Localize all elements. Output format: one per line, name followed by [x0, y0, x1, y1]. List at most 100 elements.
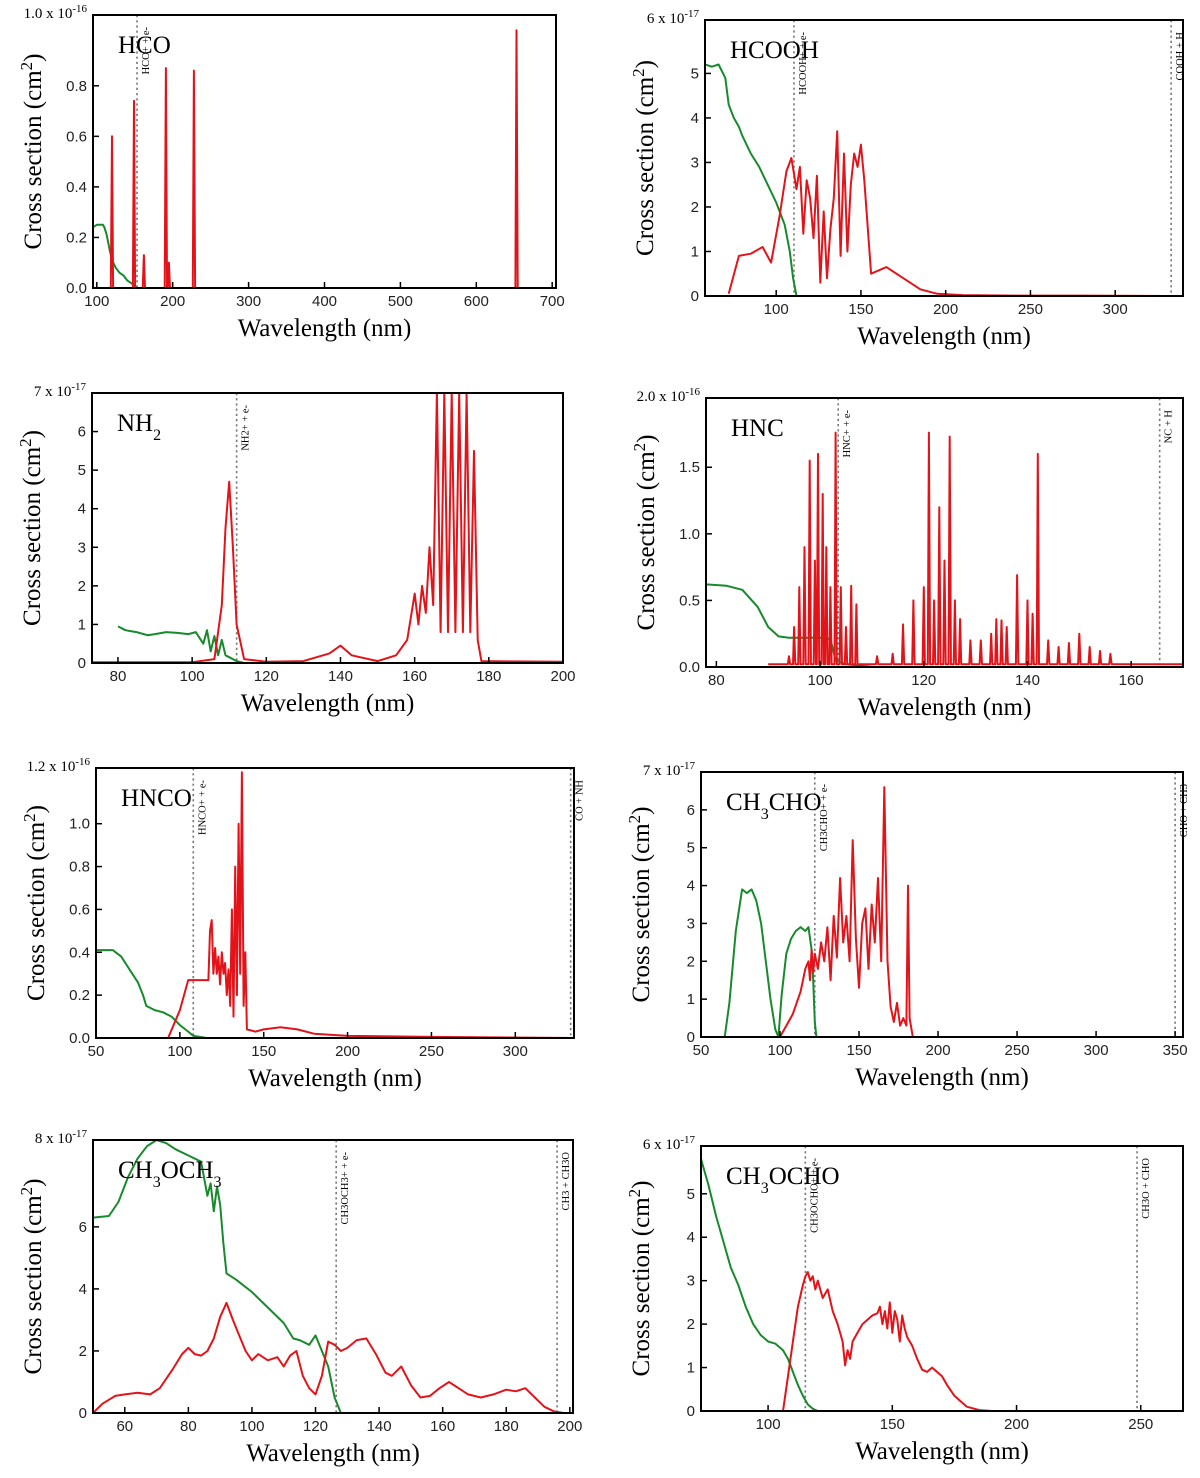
- y-tick-label: 2: [687, 953, 695, 970]
- x-tick-label: 160: [430, 1418, 455, 1435]
- x-tick-label: 100: [239, 1418, 264, 1435]
- chart-panel-7: CH3OCHO+ + e- CH3O + CHO 100 150 200 250 0 1 2 3 4…: [625, 1134, 1184, 1465]
- threshold-label: CH3CHO+ + e-: [819, 784, 830, 852]
- y-tick-label: 1: [687, 1360, 695, 1377]
- x-tick-label: 200: [1004, 1416, 1029, 1433]
- y-multiplier: 6 x 10-17: [643, 1134, 696, 1153]
- plot-frame: [700, 771, 1184, 1038]
- y-tick-label: 2: [78, 578, 86, 595]
- molecule-label: CH3OCH3: [118, 1157, 222, 1191]
- y-tick-label: 0.0: [69, 1030, 90, 1047]
- x-tick-label: 300: [1103, 301, 1128, 318]
- plot-frame: [91, 392, 564, 664]
- y-tick-label: 2: [79, 1343, 87, 1360]
- x-axis-label: Wavelength (nm): [241, 690, 415, 717]
- molecule-label: HNCO: [121, 785, 192, 812]
- y-multiplier: 1.2 x 10-16: [27, 756, 91, 775]
- threshold-label: HNC+ + e-: [842, 409, 853, 457]
- x-tick-label: 250: [1128, 1416, 1153, 1433]
- y-tick-label: 0.6: [66, 128, 87, 145]
- x-tick-label: 700: [540, 293, 565, 310]
- y-tick-label: 0: [691, 288, 699, 305]
- y-tick-label: 1.0: [69, 816, 90, 833]
- y-tick-label: 0.8: [66, 78, 87, 95]
- x-tick-label: 160: [1119, 672, 1144, 689]
- y-tick-label: 4: [79, 1281, 87, 1298]
- x-tick-label: 150: [251, 1043, 276, 1060]
- x-tick-label: 200: [933, 301, 958, 318]
- y-tick-label: 4: [687, 1229, 695, 1246]
- y-tick-label: 4: [687, 878, 695, 895]
- x-tick-label: 80: [110, 668, 127, 685]
- x-tick-label: 180: [476, 668, 501, 685]
- molecule-label: HNC: [731, 415, 784, 442]
- x-tick-label: 500: [388, 293, 413, 310]
- chart-panel-0: HCO+ + e- 100 200 300 400 500 600 700 0.0 0.2 0.4 0…: [17, 3, 565, 342]
- y-axis-label: Cross section (cm2): [16, 430, 47, 626]
- plot-frame: [705, 397, 1184, 668]
- molecule-label: CH3OCHO: [726, 1163, 840, 1197]
- series-line-0: [93, 1140, 342, 1413]
- x-tick-label: 120: [303, 1418, 328, 1435]
- x-tick-label: 250: [419, 1043, 444, 1060]
- x-tick-label: 140: [367, 1418, 392, 1435]
- threshold-label: NH2+ + e-: [241, 405, 252, 451]
- y-multiplier: 8 x 10-17: [35, 1128, 88, 1147]
- y-tick-label: 6: [78, 424, 86, 441]
- y-multiplier: 1.0 x 10-16: [24, 3, 88, 22]
- y-multiplier: 6 x 10-17: [647, 8, 700, 27]
- x-tick-label: 250: [1005, 1042, 1030, 1059]
- x-tick-label: 100: [764, 301, 789, 318]
- y-tick-label: 1: [691, 243, 699, 260]
- plot-frame: [700, 1145, 1184, 1412]
- threshold-label: HCO+ + e-: [141, 26, 152, 74]
- y-tick-label: 0: [78, 655, 86, 672]
- molecule-label: CH3CHO: [726, 789, 822, 823]
- plot-frame: [704, 19, 1184, 297]
- series-line-1: [93, 1301, 573, 1413]
- y-axis-label: Cross section (cm2): [625, 1181, 656, 1377]
- series-line-0: [93, 223, 138, 288]
- x-tick-label: 400: [312, 293, 337, 310]
- x-tick-label: 200: [926, 1042, 951, 1059]
- x-tick-label: 150: [880, 1416, 905, 1433]
- x-tick-label: 50: [88, 1043, 105, 1060]
- plot-frame: [95, 767, 575, 1039]
- y-tick-label: 2: [687, 1316, 695, 1333]
- x-tick-label: 100: [808, 672, 833, 689]
- molecule-label: HCOOH: [730, 37, 819, 64]
- x-tick-label: 200: [550, 668, 575, 685]
- series-line-0: [96, 949, 207, 1038]
- y-tick-label: 0.0: [679, 659, 700, 676]
- x-tick-label: 120: [911, 672, 936, 689]
- x-tick-label: 80: [708, 672, 725, 689]
- y-axis-label: Cross section (cm2): [629, 60, 660, 256]
- x-tick-label: 150: [848, 301, 873, 318]
- y-tick-label: 0.2: [69, 987, 90, 1004]
- x-tick-label: 300: [236, 293, 261, 310]
- y-multiplier: 7 x 10-17: [643, 760, 696, 779]
- y-axis-label: Cross section (cm2): [17, 54, 48, 250]
- chart-panel-2: NH2+ + e- 80 100 120 140 160 180 200 0 1 2 3 4 5 6 7 x …: [16, 381, 576, 717]
- series-line-0: [117, 625, 245, 663]
- y-tick-label: 1: [78, 616, 86, 633]
- series-line-1: [727, 130, 1167, 296]
- y-tick-label: 0: [687, 1029, 695, 1046]
- x-axis-label: Wavelength (nm): [238, 315, 412, 342]
- x-tick-label: 600: [464, 293, 489, 310]
- y-multiplier: 7 x 10-17: [34, 381, 87, 400]
- x-tick-label: 300: [503, 1043, 528, 1060]
- chart-panel-3: HNC+ + e- NC + H 80 100 120 140 160 0.0 0.5 1.0 1.…: [630, 386, 1184, 721]
- chart-panel-4: HNCO+ + e- CO + NH 50 100 150 200 250 300 0.0 0.2…: [20, 756, 586, 1092]
- y-tick-label: 0.4: [69, 944, 90, 961]
- series-line-1: [779, 786, 1183, 1037]
- y-tick-label: 1.0: [679, 526, 700, 543]
- threshold-label: CO + NH: [575, 780, 586, 821]
- threshold-label: CH3 + CH3O: [561, 1152, 572, 1211]
- y-tick-label: 3: [687, 1273, 695, 1290]
- x-axis-label: Wavelength (nm): [858, 694, 1032, 721]
- plot-frame: [92, 1139, 574, 1414]
